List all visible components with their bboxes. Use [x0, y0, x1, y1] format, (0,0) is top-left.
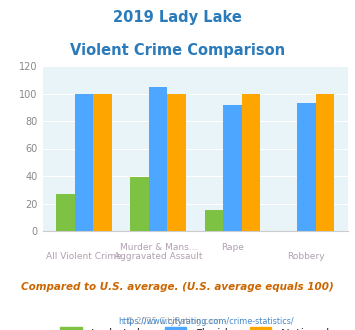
Text: 2019 Lady Lake: 2019 Lady Lake: [113, 10, 242, 25]
Bar: [168, 93, 186, 231]
Bar: [75, 93, 93, 231]
Bar: [223, 105, 241, 231]
Bar: [131, 178, 149, 231]
Bar: [241, 93, 260, 231]
Text: © 2025 CityRating.com -: © 2025 CityRating.com -: [126, 317, 229, 326]
Text: https://www.cityrating.com/crime-statistics/: https://www.cityrating.com/crime-statist…: [118, 317, 294, 326]
Text: Murder & Mans...: Murder & Mans...: [120, 243, 197, 251]
Text: All Violent Crime: All Violent Crime: [47, 252, 122, 261]
Bar: [316, 93, 334, 231]
Legend: Lady Lake, Florida, National: Lady Lake, Florida, National: [56, 323, 335, 330]
Text: Aggravated Assault: Aggravated Assault: [114, 252, 202, 261]
Bar: [204, 211, 223, 231]
Text: Rape: Rape: [221, 243, 244, 251]
Text: Violent Crime Comparison: Violent Crime Comparison: [70, 43, 285, 58]
Text: Robbery: Robbery: [288, 252, 325, 261]
Bar: [56, 194, 75, 231]
Bar: [149, 86, 168, 231]
Bar: [297, 103, 316, 231]
Text: Compared to U.S. average. (U.S. average equals 100): Compared to U.S. average. (U.S. average …: [21, 282, 334, 292]
Bar: [93, 93, 112, 231]
